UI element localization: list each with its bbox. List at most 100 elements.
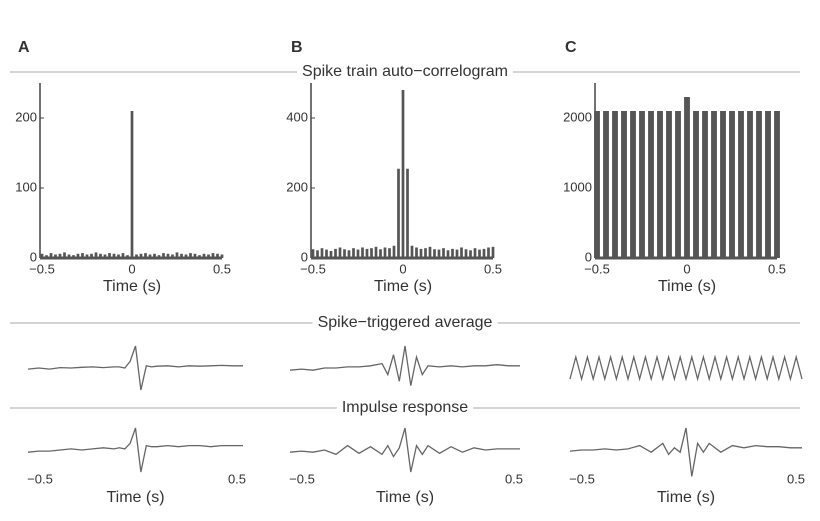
bar <box>428 246 432 258</box>
bar <box>356 249 360 258</box>
trace <box>569 354 803 382</box>
bar <box>451 248 454 258</box>
y-tick-label: 0 <box>30 249 37 264</box>
x-tick-label: −0.5 <box>289 471 315 486</box>
section-title-bg <box>297 62 513 82</box>
bar <box>392 245 396 258</box>
bar <box>657 111 663 258</box>
x-tick-label: 0.5 <box>505 471 523 486</box>
bar <box>202 253 206 258</box>
bar <box>473 248 477 258</box>
bar <box>81 253 84 258</box>
x-axis-label: Time (s) <box>658 278 716 295</box>
bar <box>207 254 210 258</box>
bar <box>361 247 364 258</box>
x-tick-label: 0 <box>399 261 406 276</box>
bar <box>370 248 373 258</box>
x-tick-label: −0.5 <box>29 261 55 276</box>
y-tick-label: 400 <box>286 109 308 124</box>
bar <box>383 247 387 258</box>
bar <box>189 253 192 258</box>
bar <box>612 111 618 258</box>
bar <box>67 254 71 258</box>
bar <box>108 253 111 258</box>
bar <box>166 253 170 258</box>
x-axis-label: Time (s) <box>106 489 164 506</box>
bar <box>433 249 436 258</box>
bar <box>311 249 315 258</box>
bar <box>130 111 134 258</box>
section-title-bg <box>312 313 498 333</box>
bar <box>621 111 627 258</box>
bar <box>112 253 116 258</box>
bar <box>648 111 654 258</box>
bar <box>58 253 62 258</box>
bar <box>144 253 147 258</box>
bar <box>175 252 179 258</box>
bar <box>469 250 472 258</box>
bar <box>693 111 699 258</box>
bar <box>401 90 405 258</box>
bar <box>415 247 418 258</box>
bar <box>487 247 490 258</box>
bar <box>406 168 409 258</box>
bar <box>603 111 609 258</box>
bar <box>666 111 672 258</box>
bar <box>711 111 717 258</box>
trace <box>289 427 520 473</box>
bar <box>460 247 463 258</box>
x-tick-label: 0.5 <box>768 261 786 276</box>
bar <box>455 249 459 258</box>
bar <box>720 111 726 258</box>
section-title-bg <box>336 398 474 418</box>
bar <box>148 254 152 258</box>
bar <box>442 248 445 258</box>
bar <box>365 248 369 258</box>
bar <box>630 111 636 258</box>
bar <box>126 255 129 258</box>
bar <box>594 111 600 258</box>
bar <box>211 253 215 258</box>
bar <box>765 111 771 258</box>
section-title: Impulse response <box>342 399 468 416</box>
bar <box>639 111 645 258</box>
bar <box>90 253 93 258</box>
bar <box>72 255 75 258</box>
bar <box>139 253 143 258</box>
section-title: Spike train auto−correlogram <box>302 63 508 80</box>
bar <box>747 111 753 258</box>
bar <box>352 248 355 258</box>
bar <box>702 111 708 258</box>
bar <box>675 111 681 258</box>
bar <box>419 248 423 258</box>
bar <box>40 253 44 258</box>
bar <box>171 254 174 258</box>
bar <box>379 249 382 258</box>
bar <box>94 252 98 258</box>
bar <box>343 249 346 258</box>
y-tick-label: 2000 <box>563 109 592 124</box>
bar <box>482 248 486 258</box>
x-axis-label: Time (s) <box>376 489 434 506</box>
x-tick-label: −0.5 <box>569 471 595 486</box>
y-tick-label: 100 <box>15 179 37 194</box>
x-tick-label: −0.5 <box>300 261 326 276</box>
bar <box>193 253 197 258</box>
bar <box>738 111 744 258</box>
y-tick-label: 200 <box>15 109 37 124</box>
bar <box>316 250 319 258</box>
panel-letter: B <box>291 39 303 56</box>
bar <box>157 255 161 258</box>
bar <box>684 97 690 258</box>
bar <box>729 111 735 258</box>
bar <box>63 252 66 258</box>
x-tick-label: 0 <box>683 261 690 276</box>
y-tick-label: 0 <box>301 249 308 264</box>
x-axis-label: Time (s) <box>657 489 715 506</box>
y-tick-label: 1000 <box>563 179 592 194</box>
x-tick-label: −0.5 <box>27 471 53 486</box>
bar <box>397 168 400 258</box>
trace <box>27 427 243 473</box>
bar <box>54 254 57 258</box>
bar <box>180 253 183 258</box>
